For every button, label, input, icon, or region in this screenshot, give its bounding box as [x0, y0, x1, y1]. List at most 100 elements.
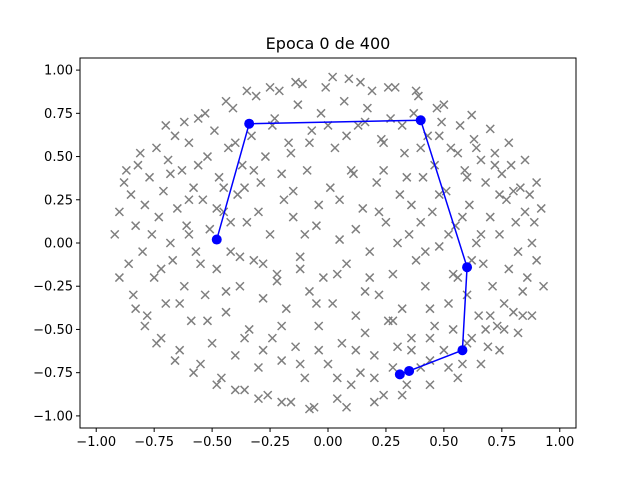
scatter-point: [395, 190, 405, 200]
scatter-point: [184, 229, 194, 239]
scatter-point: [219, 207, 229, 217]
scatter-point: [362, 103, 372, 113]
scatter-point: [316, 108, 326, 118]
scatter-point: [515, 183, 525, 193]
scatter-point: [230, 385, 240, 395]
scatter-point: [344, 74, 354, 84]
path-node: [244, 118, 255, 129]
scatter-point: [314, 321, 324, 331]
scatter-point: [457, 212, 467, 222]
scatter-point: [253, 394, 263, 404]
scatter-point: [406, 333, 416, 343]
scatter-point: [439, 345, 449, 355]
y-tick-label: 0.75: [44, 107, 73, 122]
path-node: [404, 365, 415, 376]
y-axis: −1.00 −0.75 −0.50 −0.25 0.00 0.25 0.50 0.75 1.00: [33, 64, 80, 424]
scatter-point: [209, 126, 219, 136]
scatter-point: [335, 195, 345, 205]
scatter-point: [532, 177, 542, 188]
x-tick-label: −1.00: [76, 435, 116, 450]
scatter-point: [205, 224, 215, 234]
scatter-point: [328, 72, 338, 82]
scatter-point: [469, 134, 479, 144]
scatter-point: [165, 238, 175, 248]
scatter-point: [325, 183, 335, 193]
y-tick-label: 0.25: [44, 193, 73, 208]
scatter-point: [497, 169, 507, 179]
scatter-point: [332, 394, 342, 404]
scatter-point: [471, 143, 481, 153]
scatter-point: [434, 131, 444, 141]
scatter-point: [189, 183, 199, 193]
scatter-point: [221, 286, 231, 296]
scatter-point: [383, 82, 393, 92]
scatter-point: [418, 172, 428, 182]
x-tick-label: −0.75: [134, 435, 174, 450]
scatter-point: [165, 169, 175, 179]
scatter-point: [448, 324, 458, 334]
scatter-point: [409, 108, 419, 118]
scatter-point: [351, 224, 361, 234]
scatter-point: [179, 117, 189, 127]
scatter-point: [411, 86, 421, 96]
scatter-point: [397, 390, 407, 400]
scatter-point: [226, 217, 236, 227]
scatter-point: [332, 373, 342, 383]
scatter-point: [481, 324, 491, 334]
scatter-point: [374, 290, 384, 300]
scatter-point: [145, 172, 155, 182]
scatter-point: [212, 264, 222, 274]
scatter-point: [367, 86, 377, 96]
scatter-point: [133, 160, 143, 170]
scatter-point: [337, 338, 347, 348]
scatter-point: [300, 229, 310, 239]
scatter-point: [420, 281, 430, 291]
scatter-point: [464, 200, 474, 210]
scatter-point: [200, 108, 210, 118]
scatter-point: [402, 380, 412, 390]
scatter-point: [399, 148, 410, 158]
scatter-point: [439, 100, 449, 110]
scatter-point: [240, 385, 250, 395]
scatter-point: [251, 91, 261, 101]
scatter-point: [443, 298, 454, 309]
scatter-point: [128, 290, 138, 300]
y-tick-label: −0.50: [33, 323, 73, 338]
scatter-point: [483, 342, 493, 352]
y-tick-label: 0.00: [44, 237, 73, 252]
scatter-point: [420, 247, 430, 257]
scatter-point: [379, 138, 389, 148]
scatter-point: [258, 293, 268, 303]
scatter-point: [256, 177, 266, 188]
scatter-point: [291, 77, 301, 87]
scatter-point: [346, 380, 356, 390]
x-tick-label: −0.25: [250, 435, 290, 450]
y-tick-label: −1.00: [33, 409, 73, 424]
scatter-point: [413, 91, 423, 101]
scatter-point: [281, 304, 291, 314]
scatter-point: [330, 143, 340, 153]
scatter-point: [474, 311, 484, 321]
scatter-point: [397, 120, 407, 130]
scatter-point: [177, 165, 187, 175]
y-tick-label: 0.50: [44, 150, 73, 165]
scatter-point: [140, 200, 150, 210]
scatter-point: [406, 200, 416, 210]
scatter-point: [230, 138, 240, 148]
scatter-point: [193, 113, 203, 124]
scatter-point: [321, 82, 331, 92]
scatter-point: [323, 359, 333, 369]
scatter-point: [453, 273, 463, 283]
scatter-point: [230, 350, 240, 360]
scatter-point: [304, 138, 314, 148]
scatter-point: [151, 338, 162, 348]
scatter-point: [295, 252, 305, 262]
scatter-point: [443, 362, 454, 373]
chart-title: Epoca 0 de 400: [266, 34, 391, 53]
scatter-point: [154, 212, 164, 222]
scatter-point: [304, 286, 314, 296]
scatter-point: [260, 152, 270, 162]
scatter-point: [397, 304, 407, 314]
scatter-point: [295, 359, 305, 369]
scatter-point: [195, 259, 206, 269]
